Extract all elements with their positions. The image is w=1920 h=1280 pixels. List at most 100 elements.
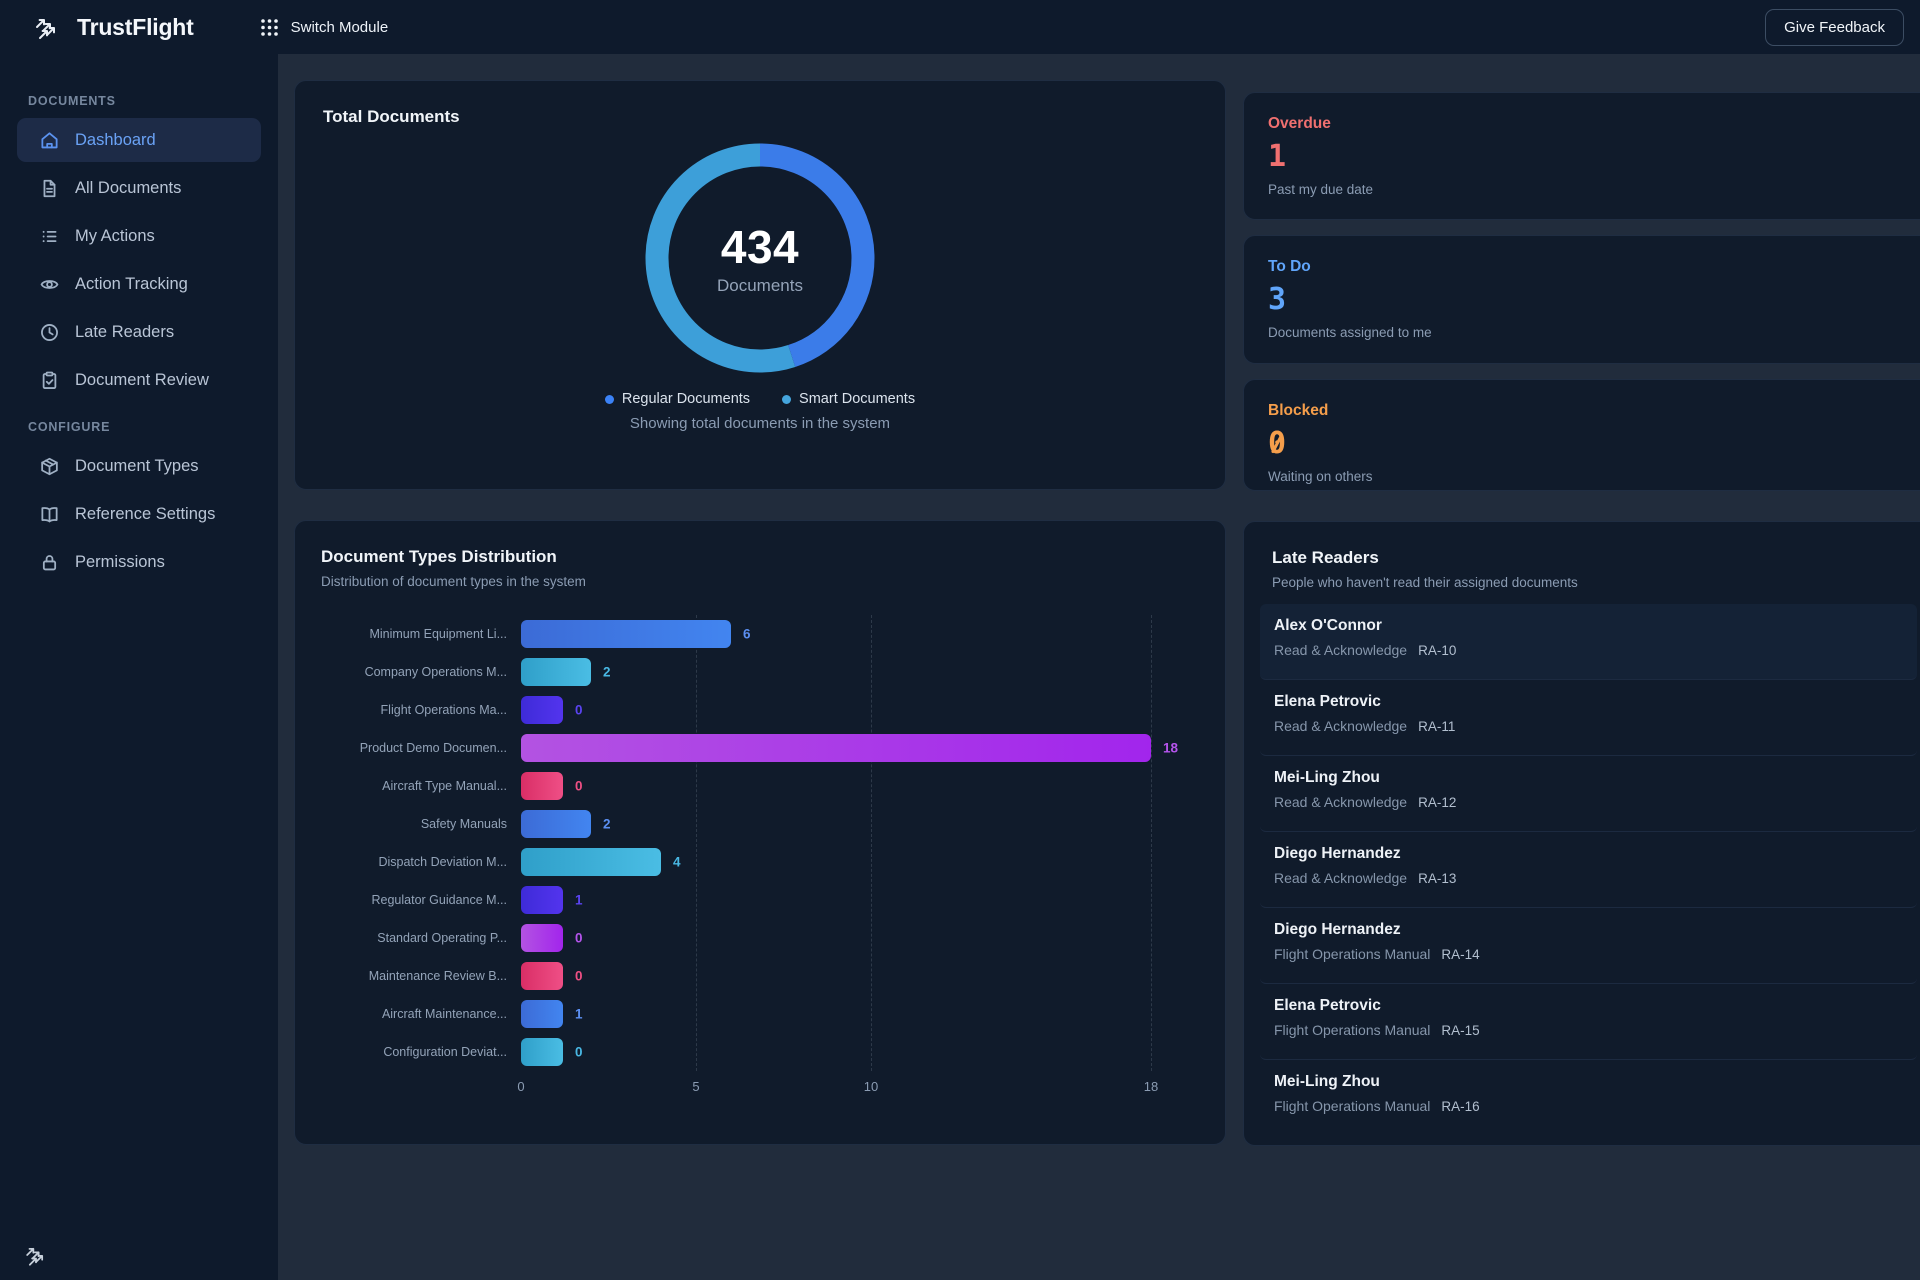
bar (521, 658, 591, 686)
bar-value-label: 18 (1163, 740, 1179, 756)
sidebar-nav: DOCUMENTS Dashboard All Documents My Action… (0, 94, 278, 584)
bar-value-label: 4 (673, 854, 681, 870)
bar (521, 1038, 563, 1066)
bar-category-label: Flight Operations Ma... (380, 703, 507, 717)
trustflight-logo-icon (30, 10, 64, 44)
overdue-description: Past my due date (1268, 182, 1374, 197)
bar-value-label: 0 (575, 778, 583, 794)
late-reader-ref: RA-14 (1441, 947, 1480, 962)
bar-category-label: Configuration Deviat... (383, 1045, 507, 1059)
bar-row: Maintenance Review B... 0 (321, 957, 1199, 995)
give-feedback-button[interactable]: Give Feedback (1765, 8, 1904, 46)
legend-dot-icon (604, 394, 614, 404)
late-reader-ref: RA-16 (1441, 1099, 1480, 1114)
app-header: TrustFlight Switch Module Give Feedback (0, 0, 1920, 54)
documents-donut-chart: 434 Documents (643, 141, 877, 375)
bar (521, 924, 563, 952)
bar-row: Product Demo Documen... 18 (321, 729, 1199, 767)
late-reader-row[interactable]: Diego Hernandez Flight Operations Manual R… (1260, 908, 1917, 984)
blocked-card[interactable]: Blocked 0 Waiting on others (1243, 379, 1920, 491)
late-reader-row[interactable]: Alex O'Connor Read & Acknowledge RA-10 (1260, 604, 1917, 680)
sidebar-item-label: My Actions (75, 226, 155, 245)
late-reader-row[interactable]: Elena Petrovic Flight Operations Manual RA… (1260, 984, 1917, 1060)
total-documents-card: Total Documents 434 Documents Regular Do… (294, 80, 1226, 490)
late-reader-row[interactable]: Diego Hernandez Read & Acknowledge RA-13 (1260, 832, 1917, 908)
book-open-icon (39, 504, 60, 525)
bar-value-label: 0 (575, 702, 583, 718)
late-reader-document: Read & Acknowledge (1274, 642, 1408, 658)
document-types-distribution-card: Document Types Distribution Distribution… (294, 520, 1226, 1145)
bar-chart: Minimum Equipment Li... 6 Company Operatio… (321, 615, 1199, 1097)
sidebar-item-dashboard[interactable]: Dashboard (17, 118, 261, 162)
bar-chart-x-axis: 0 5 10 18 (517, 1071, 1158, 1097)
late-reader-ref: RA-11 (1418, 719, 1456, 734)
bar-category-label: Safety Manuals (420, 817, 507, 831)
bar-value-label: 1 (575, 1006, 583, 1022)
bar-row: Minimum Equipment Li... 6 (321, 615, 1199, 653)
bar-row: Company Operations M... 2 (321, 653, 1199, 691)
late-reader-row[interactable]: Elena Petrovic Read & Acknowledge RA-11 (1260, 680, 1917, 756)
sidebar-item-label: Document Review (75, 370, 209, 389)
sidebar-item-label: Late Readers (75, 322, 175, 341)
bar (521, 810, 591, 838)
sidebar-item-reference-settings[interactable]: Reference Settings (17, 492, 261, 536)
bar (521, 1000, 563, 1028)
bar-category-label: Regulator Guidance M... (371, 893, 508, 907)
sidebar: DOCUMENTS Dashboard All Documents My Action… (0, 54, 278, 1280)
bar-value-label: 2 (603, 664, 611, 680)
bar-row: Configuration Deviat... 0 (321, 1033, 1199, 1071)
bar-value-label: 1 (575, 892, 583, 908)
sidebar-item-all-documents[interactable]: All Documents (17, 166, 261, 210)
donut-svg (645, 143, 875, 373)
late-reader-name: Mei-Ling Zhou (1274, 769, 1380, 786)
to-do-description: Documents assigned to me (1268, 325, 1432, 340)
sidebar-item-label: Reference Settings (75, 504, 216, 523)
bar-category-label: Aircraft Type Manual... (382, 779, 507, 793)
legend-item: Smart Documents (782, 391, 915, 407)
late-readers-list: Alex O'Connor Read & Acknowledge RA-10 Elen… (1260, 604, 1917, 1136)
to-do-title: To Do (1268, 258, 1311, 275)
sidebar-item-late-readers[interactable]: Late Readers (17, 310, 261, 354)
legend-item: Regular Documents (604, 391, 750, 407)
bar-row: Flight Operations Ma... 0 (321, 691, 1199, 729)
home-icon (39, 130, 60, 151)
sidebar-item-document-review[interactable]: Document Review (17, 358, 261, 402)
switch-module-button[interactable]: Switch Module (250, 10, 399, 45)
bar (521, 620, 731, 648)
late-reader-row[interactable]: Mei-Ling Zhou Read & Acknowledge RA-12 (1260, 756, 1917, 832)
bar-category-label: Dispatch Deviation M... (378, 855, 507, 869)
package-icon (39, 456, 60, 477)
late-reader-name: Mei-Ling Zhou (1274, 1073, 1380, 1090)
late-reader-document: Flight Operations Manual (1274, 1022, 1431, 1038)
bar-chart-subtitle: Distribution of document types in the sy… (321, 574, 586, 589)
donut-total-label: Documents (717, 276, 803, 295)
donut-legend: Regular Documents Smart Documents (323, 391, 1197, 407)
sidebar-item-label: Permissions (75, 552, 165, 571)
bar (521, 772, 563, 800)
late-reader-row[interactable]: Mei-Ling Zhou Flight Operations Manual RA-… (1260, 1060, 1917, 1136)
sidebar-item-permissions[interactable]: Permissions (17, 540, 261, 584)
bar (521, 696, 563, 724)
blocked-description: Waiting on others (1268, 469, 1373, 484)
sidebar-item-label: Dashboard (75, 130, 156, 149)
late-reader-document: Read & Acknowledge (1274, 718, 1408, 734)
bar-value-label: 2 (603, 816, 611, 832)
late-reader-ref: RA-13 (1418, 871, 1457, 886)
list-icon (39, 226, 60, 247)
late-reader-name: Diego Hernandez (1274, 921, 1401, 938)
sidebar-item-label: Action Tracking (75, 274, 188, 293)
overdue-card[interactable]: Overdue 1 Past my due date (1243, 92, 1920, 220)
to-do-value: 3 (1268, 282, 1287, 317)
late-reader-ref: RA-10 (1418, 643, 1457, 658)
sidebar-item-document-types[interactable]: Document Types (17, 444, 261, 488)
late-readers-title: Late Readers (1272, 548, 1379, 567)
total-documents-title: Total Documents (323, 107, 460, 126)
blocked-title: Blocked (1268, 402, 1329, 419)
bar (521, 848, 661, 876)
sidebar-item-my-actions[interactable]: My Actions (17, 214, 261, 258)
to-do-card[interactable]: To Do 3 Documents assigned to me (1243, 235, 1920, 364)
clipboard-check-icon (39, 370, 60, 391)
late-readers-subtitle: People who haven't read their assigned d… (1272, 575, 1578, 590)
sidebar-item-action-tracking[interactable]: Action Tracking (17, 262, 261, 306)
x-axis-tick: 5 (692, 1079, 700, 1094)
